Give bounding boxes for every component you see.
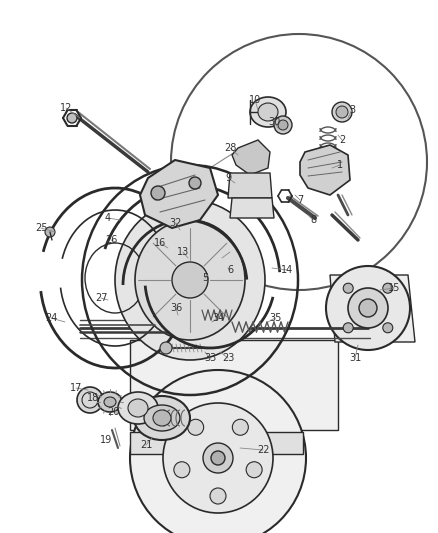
Ellipse shape [343, 323, 353, 333]
Polygon shape [230, 198, 274, 218]
Ellipse shape [160, 342, 172, 354]
Text: 25: 25 [35, 223, 47, 233]
Text: 23: 23 [222, 353, 234, 363]
Text: 22: 22 [257, 445, 269, 455]
Ellipse shape [332, 102, 352, 122]
Ellipse shape [343, 283, 353, 293]
Text: 5: 5 [202, 273, 208, 283]
Polygon shape [140, 160, 218, 228]
Text: 4: 4 [105, 213, 111, 223]
Ellipse shape [278, 120, 288, 130]
Ellipse shape [115, 200, 265, 360]
Ellipse shape [258, 103, 278, 121]
Text: 32: 32 [170, 218, 182, 228]
Ellipse shape [163, 403, 273, 513]
Text: 21: 21 [140, 440, 152, 450]
Ellipse shape [144, 405, 180, 431]
Ellipse shape [383, 283, 393, 293]
Text: 17: 17 [70, 383, 82, 393]
Text: 33: 33 [204, 353, 216, 363]
Ellipse shape [153, 410, 171, 426]
Text: 35: 35 [269, 313, 281, 323]
Text: 13: 13 [177, 247, 189, 257]
Text: 34: 34 [212, 313, 224, 323]
Ellipse shape [336, 106, 348, 118]
Text: 8: 8 [310, 215, 316, 225]
Text: 1: 1 [337, 160, 343, 170]
Ellipse shape [210, 488, 226, 504]
Ellipse shape [232, 419, 248, 435]
Ellipse shape [274, 116, 292, 134]
Ellipse shape [172, 262, 208, 298]
Ellipse shape [45, 227, 55, 237]
Ellipse shape [67, 113, 77, 123]
Ellipse shape [211, 451, 225, 465]
Ellipse shape [151, 186, 165, 200]
Ellipse shape [155, 242, 225, 318]
Text: 7: 7 [297, 195, 303, 205]
Text: 10: 10 [249, 95, 261, 105]
Ellipse shape [130, 370, 306, 533]
Ellipse shape [189, 177, 201, 189]
Ellipse shape [118, 392, 158, 424]
Text: 12: 12 [60, 103, 72, 113]
Ellipse shape [128, 399, 148, 417]
Polygon shape [130, 340, 338, 430]
Polygon shape [232, 140, 270, 175]
Text: 27: 27 [95, 293, 107, 303]
Ellipse shape [135, 220, 245, 340]
Ellipse shape [203, 443, 233, 473]
Ellipse shape [134, 396, 190, 440]
Text: 3: 3 [349, 105, 355, 115]
Ellipse shape [326, 266, 410, 350]
FancyBboxPatch shape [130, 432, 303, 454]
Text: 36: 36 [170, 303, 182, 313]
Ellipse shape [348, 288, 388, 328]
Text: 28: 28 [224, 143, 236, 153]
Text: 20: 20 [107, 407, 119, 417]
Text: 14: 14 [281, 265, 293, 275]
Ellipse shape [359, 299, 377, 317]
Ellipse shape [104, 397, 116, 407]
Text: 31: 31 [349, 353, 361, 363]
Ellipse shape [246, 462, 262, 478]
Ellipse shape [77, 387, 103, 413]
Ellipse shape [98, 392, 122, 412]
Polygon shape [228, 173, 272, 198]
Text: 30: 30 [268, 117, 280, 127]
Text: 16: 16 [154, 238, 166, 248]
Ellipse shape [174, 462, 190, 478]
Ellipse shape [171, 34, 427, 290]
Text: 6: 6 [227, 265, 233, 275]
Polygon shape [330, 275, 415, 342]
Text: 24: 24 [45, 313, 57, 323]
Ellipse shape [250, 97, 286, 127]
Text: 18: 18 [87, 393, 99, 403]
Text: 15: 15 [388, 283, 400, 293]
Text: 2: 2 [339, 135, 345, 145]
Ellipse shape [187, 419, 204, 435]
Text: 9: 9 [225, 173, 231, 183]
Text: 26: 26 [105, 235, 117, 245]
Text: 19: 19 [100, 435, 112, 445]
Ellipse shape [383, 323, 393, 333]
Polygon shape [300, 145, 350, 195]
